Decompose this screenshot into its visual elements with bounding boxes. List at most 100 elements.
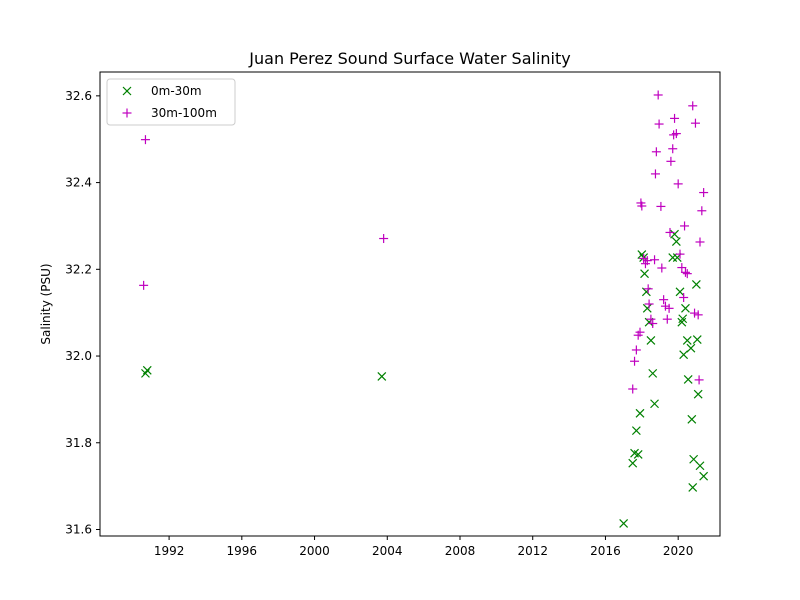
data-point — [683, 375, 693, 384]
data-point — [680, 267, 690, 277]
data-point — [675, 249, 685, 259]
data-point — [633, 450, 643, 459]
data-point — [379, 234, 389, 244]
y-axis-label: Salinity (PSU) — [39, 263, 53, 344]
y-tick-label: 32.2 — [65, 262, 92, 276]
data-point — [619, 519, 629, 528]
data-point — [631, 426, 641, 436]
data-point — [678, 314, 688, 324]
legend-label: 30m-100m — [151, 106, 217, 120]
plot-area — [139, 90, 709, 528]
data-point — [643, 284, 653, 294]
data-point — [628, 384, 638, 394]
y-tick-label: 31.8 — [65, 436, 92, 450]
data-point — [630, 356, 640, 366]
data-point — [660, 301, 670, 311]
series-0 — [141, 229, 709, 528]
data-point — [644, 299, 654, 309]
data-point — [650, 399, 659, 409]
data-point — [692, 335, 702, 344]
legend-marker — [122, 86, 132, 96]
data-point — [670, 229, 679, 239]
data-point — [659, 295, 669, 305]
y-tick-label: 32.6 — [65, 89, 92, 103]
data-point — [679, 350, 689, 360]
data-point — [680, 221, 690, 231]
data-point — [668, 144, 678, 154]
data-point — [693, 389, 703, 399]
legend-box — [106, 78, 236, 126]
x-tick-label: 2004 — [372, 544, 403, 558]
data-point — [377, 371, 387, 381]
data-point — [670, 113, 680, 123]
data-point — [699, 471, 709, 481]
data-point — [691, 280, 701, 289]
data-point — [648, 319, 658, 329]
data-point — [642, 256, 652, 266]
data-point — [675, 287, 685, 297]
data-point — [671, 237, 681, 246]
data-point — [631, 345, 641, 355]
y-tick-label: 32.4 — [65, 176, 92, 190]
y-tick-label: 32.0 — [65, 349, 92, 363]
data-point — [651, 147, 661, 157]
data-point — [671, 129, 681, 139]
series-1 — [139, 90, 709, 394]
x-tick-label: 2016 — [590, 544, 621, 558]
data-point — [695, 237, 705, 247]
legend-label: 0m-30m — [151, 84, 202, 98]
data-point — [690, 118, 700, 128]
x-tick-label: 2020 — [663, 544, 694, 558]
x-tick-label: 1992 — [154, 544, 185, 558]
data-point — [677, 263, 687, 273]
x-tick-label: 2000 — [299, 544, 330, 558]
data-point — [640, 269, 649, 279]
data-point — [677, 317, 687, 327]
x-axis-ticks: 1992 1996 2000 2004 2008 2012 2016 2020 — [154, 536, 694, 558]
data-point — [664, 303, 674, 313]
data-point — [657, 263, 667, 273]
data-point — [642, 303, 652, 313]
data-point — [682, 269, 692, 279]
data-point — [687, 414, 697, 424]
data-point — [686, 343, 696, 353]
data-point — [656, 201, 666, 211]
y-tick-label: 31.6 — [65, 522, 92, 536]
x-tick-label: 1996 — [227, 544, 258, 558]
y-axis-ticks: 31.6 31.8 32.0 32.2 32.4 32.6 — [65, 89, 100, 536]
data-point — [682, 336, 692, 345]
data-point — [646, 336, 656, 345]
data-point — [666, 156, 676, 166]
plot-frame — [99, 71, 721, 537]
data-point — [140, 135, 150, 145]
data-point — [646, 314, 656, 324]
legend: 0m-30m 30m-100m — [106, 78, 236, 126]
data-point — [688, 483, 698, 492]
x-tick-label: 2008 — [445, 544, 476, 558]
data-point — [690, 308, 700, 318]
data-point — [628, 458, 638, 468]
data-point — [693, 310, 703, 320]
chart-title: Juan Perez Sound Surface Water Salinity — [248, 49, 570, 68]
data-point — [681, 303, 690, 313]
data-point — [694, 375, 704, 385]
data-point — [142, 365, 152, 375]
data-point — [637, 201, 647, 211]
data-point — [688, 101, 698, 111]
data-point — [648, 368, 658, 378]
data-point — [635, 408, 645, 418]
data-point — [653, 90, 663, 100]
data-point — [668, 253, 678, 263]
data-point — [673, 179, 683, 189]
data-point — [650, 255, 660, 265]
data-point — [662, 314, 672, 324]
data-point — [139, 280, 149, 290]
legend-marker — [122, 108, 132, 118]
data-point — [654, 119, 664, 129]
x-tick-label: 2012 — [517, 544, 548, 558]
data-point — [650, 169, 660, 179]
data-point — [699, 188, 709, 198]
data-point — [665, 227, 675, 237]
data-point — [635, 327, 645, 337]
